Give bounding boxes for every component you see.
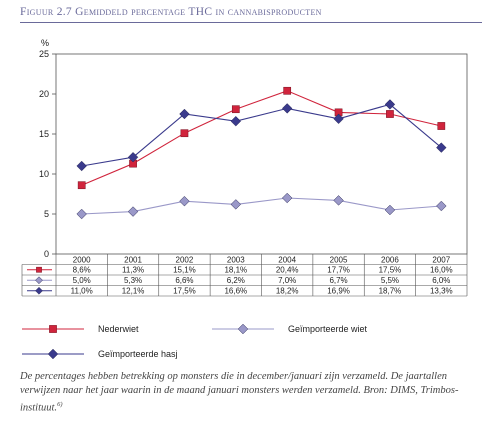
table-key-marker-2 bbox=[35, 286, 43, 295]
y-axis-label: % bbox=[41, 38, 49, 48]
legend-label-2: Geïmporteerde hasj bbox=[98, 349, 178, 359]
caption-footnote: 6) bbox=[57, 401, 63, 408]
data-point-2-2007 bbox=[436, 142, 447, 153]
data-label-1-2006: 5,5% bbox=[381, 276, 399, 285]
series-line-0 bbox=[81, 90, 442, 186]
data-point-1-2000 bbox=[76, 208, 87, 220]
data-point-0-2000 bbox=[77, 181, 86, 190]
x-tick-label-2007: 2007 bbox=[432, 256, 450, 265]
y-tick-label-5: 25 bbox=[39, 49, 49, 59]
y-tick-label-2: 10 bbox=[39, 169, 49, 179]
data-label-2-2002: 17,5% bbox=[173, 287, 196, 296]
table-key-marker-0 bbox=[36, 266, 42, 273]
x-tick-label-2006: 2006 bbox=[381, 256, 399, 265]
data-label-0-2006: 17,5% bbox=[379, 266, 402, 275]
data-label-2-2004: 18,2% bbox=[276, 287, 299, 296]
data-point-2-2000 bbox=[76, 160, 87, 172]
data-label-2-2005: 16,9% bbox=[327, 287, 350, 296]
data-point-1-2005 bbox=[333, 195, 344, 206]
data-label-0-2001: 11,3% bbox=[122, 266, 144, 275]
data-label-1-2007: 6,0% bbox=[432, 276, 450, 285]
data-label-2-2000: 11,0% bbox=[71, 287, 93, 296]
x-tick-label-2000: 2000 bbox=[73, 256, 91, 265]
data-label-0-2002: 15,1% bbox=[173, 266, 196, 275]
data-label-1-2005: 6,7% bbox=[329, 276, 347, 285]
x-tick-label-2002: 2002 bbox=[176, 256, 194, 265]
data-label-2-2003: 16,6% bbox=[224, 287, 247, 296]
data-point-1-2004 bbox=[281, 192, 293, 204]
data-point-1-2007 bbox=[436, 200, 447, 212]
x-tick-label-2005: 2005 bbox=[330, 256, 348, 265]
data-label-1-2001: 5,3% bbox=[124, 276, 142, 285]
data-label-2-2007: 13,3% bbox=[430, 287, 453, 296]
figure-caption: De percentages hebben betrekking op mons… bbox=[20, 370, 482, 416]
data-point-2-2001 bbox=[127, 151, 139, 163]
y-tick-label-4: 20 bbox=[39, 89, 49, 99]
x-tick-label-2004: 2004 bbox=[278, 256, 296, 265]
y-tick-label-3: 15 bbox=[39, 129, 49, 139]
data-point-2-2002 bbox=[179, 108, 190, 120]
data-point-1-2002 bbox=[179, 195, 190, 207]
data-point-1-2001 bbox=[127, 206, 139, 217]
data-label-1-2000: 5,0% bbox=[73, 276, 91, 285]
x-tick-label-2003: 2003 bbox=[227, 256, 245, 265]
data-point-1-2006 bbox=[384, 204, 396, 216]
data-label-0-2004: 20,4% bbox=[276, 266, 299, 275]
data-point-2-2003 bbox=[230, 115, 242, 127]
data-label-0-2005: 17,7% bbox=[327, 266, 350, 275]
data-label-2-2001: 12,1% bbox=[122, 287, 145, 296]
legend-label-1: Geïmporteerde wiet bbox=[288, 324, 368, 334]
data-point-0-2003 bbox=[231, 105, 240, 114]
data-label-0-2007: 16,0% bbox=[430, 266, 453, 275]
legend-marker-0 bbox=[49, 325, 57, 333]
series-line-1 bbox=[81, 197, 442, 215]
data-point-2-2004 bbox=[281, 103, 293, 114]
y-tick-label-1: 5 bbox=[44, 209, 49, 219]
data-point-2-2005 bbox=[333, 113, 344, 125]
data-label-0-2003: 18,1% bbox=[224, 266, 247, 275]
data-point-2-2006 bbox=[384, 99, 396, 110]
data-point-1-2003 bbox=[230, 199, 242, 210]
data-label-2-2006: 18,7% bbox=[379, 287, 402, 296]
y-tick-label-0: 0 bbox=[44, 249, 49, 259]
caption-text: De percentages hebben betrekking op mons… bbox=[20, 371, 459, 414]
figure-title: Figuur 2.7 Gemiddeld percentage THC in c… bbox=[20, 6, 322, 18]
data-label-1-2004: 7,0% bbox=[278, 276, 296, 285]
data-label-1-2003: 6,2% bbox=[227, 276, 245, 285]
data-label-0-2000: 8,6% bbox=[73, 266, 91, 275]
data-point-0-2007 bbox=[437, 122, 446, 130]
legend-marker-2 bbox=[47, 348, 59, 360]
title-rule bbox=[20, 22, 482, 23]
data-point-0-2002 bbox=[180, 129, 189, 138]
line-chart: 0 5 10 15 20 25% 2000 2001 2002 2003 2004 2005 2006 2… bbox=[21, 38, 468, 360]
legend-marker-1 bbox=[237, 323, 249, 335]
table-key-marker-1 bbox=[35, 276, 43, 285]
legend-label-0: Nederwiet bbox=[98, 324, 139, 334]
plot-frame bbox=[55, 53, 468, 255]
series-line-2 bbox=[81, 103, 442, 167]
data-label-1-2002: 6,6% bbox=[175, 276, 193, 285]
data-point-0-2006 bbox=[386, 110, 394, 118]
data-point-0-2004 bbox=[283, 86, 292, 95]
x-tick-label-2001: 2001 bbox=[124, 256, 142, 265]
